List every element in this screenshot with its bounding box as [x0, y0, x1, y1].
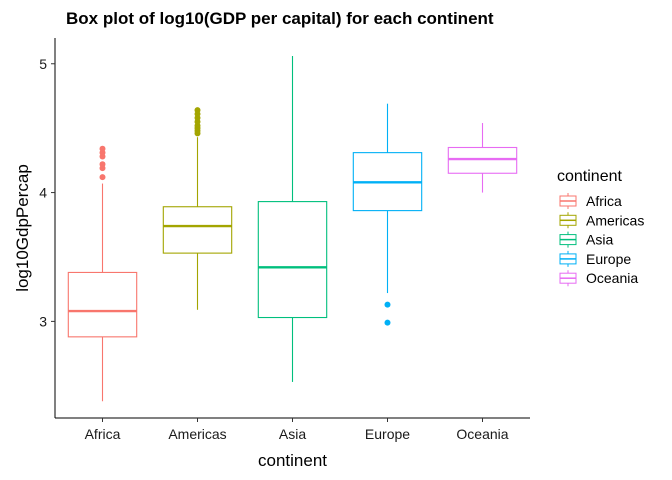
- iqr-box: [257, 201, 328, 319]
- box-oceania: [447, 123, 518, 193]
- box-africa: [67, 145, 138, 402]
- outlier-point: [99, 145, 106, 152]
- x-tick-label: Africa: [85, 426, 121, 442]
- y-tick-label: 4: [39, 185, 47, 201]
- legend-label: Americas: [586, 212, 644, 228]
- legend-label: Asia: [586, 232, 613, 248]
- axes: 3 4 5 Africa Americas Asia Europe Oceania: [39, 38, 530, 442]
- outlier-point: [194, 107, 201, 114]
- box-europe: [352, 103, 423, 326]
- y-axis-title: log10GdpPercap: [13, 164, 32, 292]
- plot-area: [67, 56, 518, 402]
- outlier-point: [384, 301, 391, 308]
- iqr-box: [162, 206, 233, 254]
- legend-key-africa: [559, 193, 577, 209]
- legend-label: Oceania: [586, 270, 638, 286]
- outlier-point: [99, 174, 106, 181]
- outlier-point: [99, 161, 106, 168]
- chart-title: Box plot of log10(GDP per capital) for e…: [66, 9, 494, 28]
- legend-key-europe: [559, 250, 577, 267]
- x-tick-label: Americas: [168, 426, 226, 442]
- legend-title: continent: [557, 168, 622, 185]
- outlier-point: [384, 319, 391, 326]
- iqr-box: [67, 271, 138, 338]
- box-asia: [257, 56, 328, 382]
- legend-label: Africa: [586, 193, 622, 209]
- y-tick-label: 3: [39, 313, 47, 329]
- legend-label: Europe: [586, 251, 631, 267]
- box-americas: [162, 107, 233, 310]
- x-axis-title: continent: [258, 451, 327, 470]
- legend-key-americas: [559, 212, 577, 229]
- legend: continent Africa Americas Asia Europe Oceani…: [557, 168, 644, 287]
- x-tick-label: Europe: [365, 426, 410, 442]
- x-tick-label: Asia: [279, 426, 306, 442]
- legend-key-oceania: [559, 270, 577, 287]
- legend-key-asia: [559, 231, 577, 248]
- iqr-box: [447, 146, 518, 174]
- y-tick-label: 5: [39, 56, 47, 72]
- x-tick-label: Oceania: [456, 426, 508, 442]
